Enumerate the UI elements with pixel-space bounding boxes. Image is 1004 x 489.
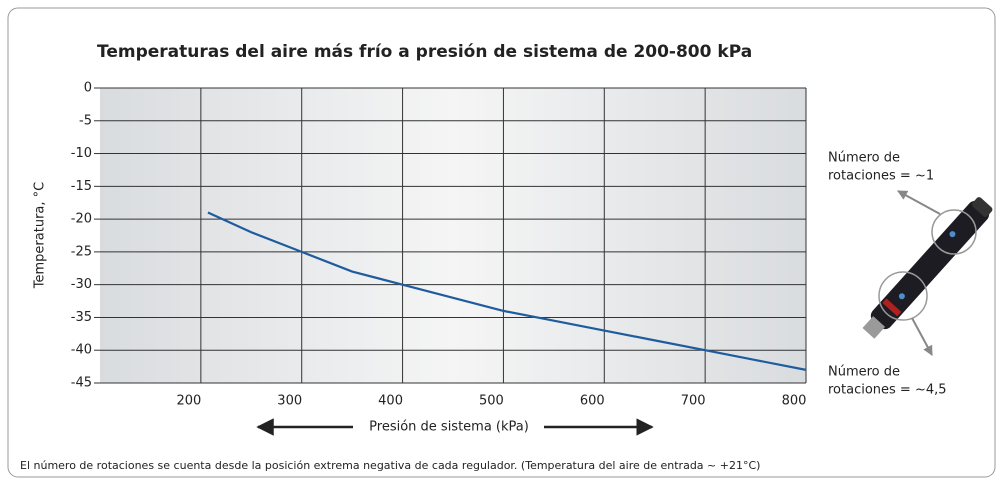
y-tick-label: -35 xyxy=(71,310,92,325)
y-axis-label: Temperatura, °C xyxy=(33,182,48,289)
y-tick-label: -5 xyxy=(79,113,92,128)
data-line xyxy=(207,211,807,371)
annotation: Número de xyxy=(828,365,900,380)
y-tick-label: -20 xyxy=(71,212,92,227)
y-tick-label: 0 xyxy=(84,81,92,96)
x-tick-label: 500 xyxy=(479,394,504,409)
regulator-image xyxy=(862,190,993,356)
y-tick-label: -15 xyxy=(71,179,92,194)
y-tick-label: -30 xyxy=(71,277,92,292)
y-tick-label: -25 xyxy=(71,244,92,259)
x-tick-label: 400 xyxy=(378,394,403,409)
x-axis-label: Presión de sistema (kPa) xyxy=(369,420,529,435)
x-tick-label: 700 xyxy=(681,394,706,409)
y-tick-label: -10 xyxy=(71,146,92,161)
footnote: El número de rotaciones se cuenta desde … xyxy=(20,459,760,472)
x-tick-label: 800 xyxy=(782,394,807,409)
chart-title: Temperaturas del aire más frío a presión… xyxy=(97,42,752,62)
y-tick-label: -40 xyxy=(71,343,92,358)
x-tick-label: 300 xyxy=(277,394,302,409)
y-tick-label: -45 xyxy=(71,376,92,391)
x-tick-label: 200 xyxy=(176,394,201,409)
annotation: rotaciones = ~1 xyxy=(828,169,934,184)
x-tick-label: 600 xyxy=(580,394,605,409)
frame xyxy=(7,7,996,478)
annotation: rotaciones = ~4,5 xyxy=(828,383,947,398)
annotation: Número de xyxy=(828,151,900,166)
plot-area xyxy=(100,88,806,383)
